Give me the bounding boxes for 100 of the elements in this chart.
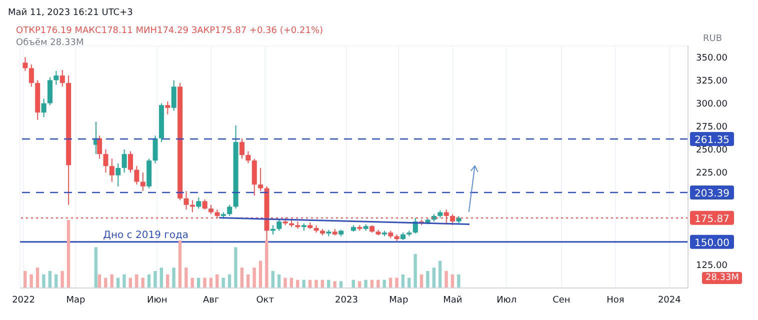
annotation: Дно с 2019 года xyxy=(103,230,189,241)
bar xyxy=(252,268,256,288)
x-tick-label: Мар xyxy=(66,295,86,306)
annotation: Объём 28.33M xyxy=(16,38,84,48)
bar xyxy=(110,274,114,288)
candlestick xyxy=(276,218,282,232)
candlestick xyxy=(109,158,114,182)
candlestick xyxy=(140,172,146,192)
candlestick xyxy=(239,138,244,160)
bar xyxy=(154,271,157,288)
candlestick xyxy=(60,70,65,88)
bar xyxy=(30,274,33,288)
candlestick xyxy=(128,150,134,174)
bar xyxy=(66,220,70,288)
candlestick xyxy=(47,76,52,106)
bar xyxy=(141,278,144,288)
bar xyxy=(450,274,454,288)
x-tick-label: Сен xyxy=(552,295,570,306)
bar xyxy=(135,274,138,288)
bar xyxy=(240,268,244,288)
candlestick xyxy=(97,135,102,160)
bar xyxy=(414,254,417,288)
bar xyxy=(122,274,126,288)
bar xyxy=(48,271,52,288)
bar xyxy=(178,240,182,288)
ref-line-label: 150.00 xyxy=(694,238,730,249)
bar xyxy=(420,274,424,288)
candlestick xyxy=(202,198,208,210)
candlestick xyxy=(28,64,34,88)
x-tick-label: Авг xyxy=(203,295,220,306)
candlestick xyxy=(134,166,140,186)
bar xyxy=(216,274,219,288)
bar xyxy=(426,271,430,288)
bar xyxy=(172,268,176,288)
bar xyxy=(54,274,58,288)
bar xyxy=(94,247,98,288)
bar xyxy=(333,281,336,288)
bar xyxy=(395,278,398,288)
y-tick-label: 250.00 xyxy=(696,146,728,156)
y-tick-label: 300.00 xyxy=(696,99,728,110)
text: 28.33M xyxy=(702,272,742,284)
bar xyxy=(234,247,238,288)
x-tick-label: Май xyxy=(443,295,462,306)
candlestick xyxy=(227,204,232,216)
candlestick xyxy=(208,204,214,215)
bar xyxy=(314,280,318,288)
bar xyxy=(364,280,368,288)
bar xyxy=(358,281,362,288)
candlestick xyxy=(196,196,202,210)
candlestick xyxy=(22,56,28,72)
y-tick-label: 275.00 xyxy=(696,122,728,133)
bar xyxy=(60,271,64,288)
bar xyxy=(222,278,225,288)
bar xyxy=(98,274,102,288)
bar xyxy=(147,274,151,288)
bar xyxy=(265,240,268,288)
bar xyxy=(277,274,281,288)
bar xyxy=(160,268,163,288)
bar xyxy=(42,274,46,288)
candlestick xyxy=(41,98,46,118)
bar xyxy=(401,274,405,288)
chart-subtitle: Май 11, 2023 16:21 UTC+3 xyxy=(8,8,134,20)
x-tick-label: Мар xyxy=(389,295,408,306)
candlestick xyxy=(152,135,158,164)
y-tick-label: 325.00 xyxy=(696,76,728,86)
ref-line-label: 261.35 xyxy=(694,134,730,146)
y-tick-label: 125.00 xyxy=(696,261,728,272)
candlestick xyxy=(103,148,108,174)
ref-line-label: 175.87 xyxy=(694,214,730,225)
bar xyxy=(284,278,287,288)
bar xyxy=(166,274,170,288)
bar xyxy=(24,271,27,288)
x-tick-label: Июн xyxy=(147,295,168,306)
candlestick xyxy=(258,167,264,192)
y-tick-label: 350.00 xyxy=(696,53,728,64)
bar xyxy=(36,268,40,288)
x-tick-label: Июл xyxy=(496,295,517,306)
x-tick-label: 2024 xyxy=(658,295,682,306)
bar xyxy=(432,268,436,288)
candlestick xyxy=(122,148,127,174)
bar xyxy=(258,260,262,288)
ref-line-label: 203.39 xyxy=(694,188,730,200)
candlestick xyxy=(171,80,176,112)
y-axis-title: RUB xyxy=(702,34,722,44)
candlestick xyxy=(54,70,59,86)
x-tick-label: 2023 xyxy=(335,295,358,306)
bar xyxy=(438,260,442,288)
candlestick xyxy=(116,162,121,187)
x-tick-label: Ноя xyxy=(606,295,624,306)
x-tick-label: 2022 xyxy=(12,295,35,306)
candlestick xyxy=(184,190,189,210)
y-tick-label: 225.00 xyxy=(696,168,728,179)
bar xyxy=(444,271,448,288)
bar xyxy=(339,281,343,288)
bar xyxy=(246,274,250,288)
bar xyxy=(228,274,232,288)
candlestick xyxy=(165,100,170,115)
bar xyxy=(302,280,306,288)
chart-title: ОТКР176.19 МАКС178.11 МИН174.29 ЗАКР175.87 +0.36 (+0.21%) xyxy=(16,26,324,36)
x-tick-label: Окт xyxy=(256,295,274,306)
